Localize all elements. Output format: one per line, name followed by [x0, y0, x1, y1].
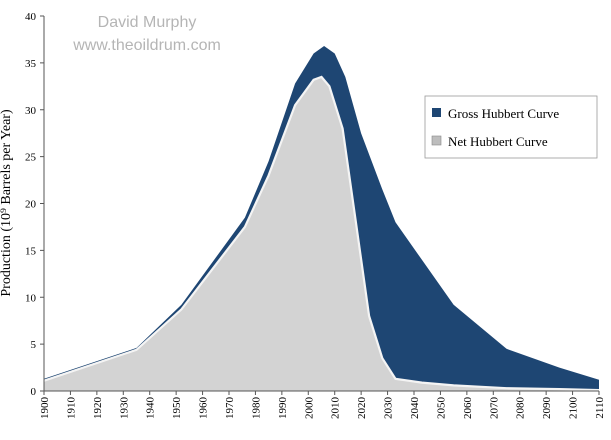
x-tick-label: 2070	[488, 397, 500, 420]
y-axis-title: Production (10⁹ Barrels per Year)	[0, 109, 14, 297]
legend-box	[424, 95, 598, 159]
y-tick-label: 30	[25, 105, 37, 117]
net-hubbert-outline	[43, 75, 600, 392]
x-tick-label: 1920	[92, 397, 104, 420]
legend: Gross Hubbert Curve Net Hubbert Curve	[424, 95, 598, 159]
y-tick-label: 35	[25, 58, 37, 70]
x-tick-label: 2030	[383, 397, 395, 420]
y-tick-label: 10	[25, 292, 37, 304]
x-tick-label: 2090	[541, 397, 553, 420]
x-tick-label: 2020	[356, 397, 368, 420]
y-tick-label: 20	[25, 199, 37, 211]
y-tick-label: 5	[31, 339, 37, 351]
y-tick-labels: 0 5 10 15 20 25 30 35 40	[25, 11, 37, 398]
x-tick-label: 2010	[330, 397, 342, 420]
watermark-author: David Murphy	[98, 14, 197, 31]
x-tick-label: 2100	[568, 397, 580, 420]
net-area-layer	[43, 75, 600, 392]
x-tick-label: 1950	[171, 397, 183, 420]
x-tick-label: 1970	[224, 397, 236, 420]
watermark-url: www.theoildrum.com	[72, 37, 221, 54]
x-tick-label: 2050	[435, 397, 447, 420]
y-tick-label: 25	[25, 152, 37, 164]
x-tick-label: 1910	[65, 397, 77, 420]
x-tick-label: 1940	[145, 397, 157, 420]
x-tick-label: 2060	[462, 397, 474, 420]
x-tick-label: 1930	[118, 397, 130, 420]
legend-swatch-gross	[432, 108, 441, 117]
y-tick-label: 40	[25, 11, 37, 23]
x-tick-label: 1980	[250, 397, 262, 420]
x-tick-label: 1990	[277, 397, 289, 420]
y-tick-label: 15	[25, 245, 37, 257]
legend-swatch-net	[431, 135, 442, 146]
x-tick-label: 1900	[39, 397, 51, 420]
legend-label-net: Net Hubbert Curve	[448, 134, 548, 149]
x-tick-label: 2080	[515, 397, 527, 420]
legend-label-gross: Gross Hubbert Curve	[448, 106, 559, 121]
x-tick-label: 1960	[198, 397, 210, 420]
x-tick-labels: 1900 1910 1920 1930 1940 1950 1960 1970 1980 1990…	[39, 397, 606, 420]
y-tick-label: 0	[31, 386, 37, 398]
net-hubbert-area	[44, 76, 599, 392]
x-tick-label: 2000	[303, 397, 315, 420]
x-tick-label: 2040	[409, 397, 421, 420]
x-tick-label: 2110	[594, 397, 606, 419]
axes	[40, 15, 600, 395]
